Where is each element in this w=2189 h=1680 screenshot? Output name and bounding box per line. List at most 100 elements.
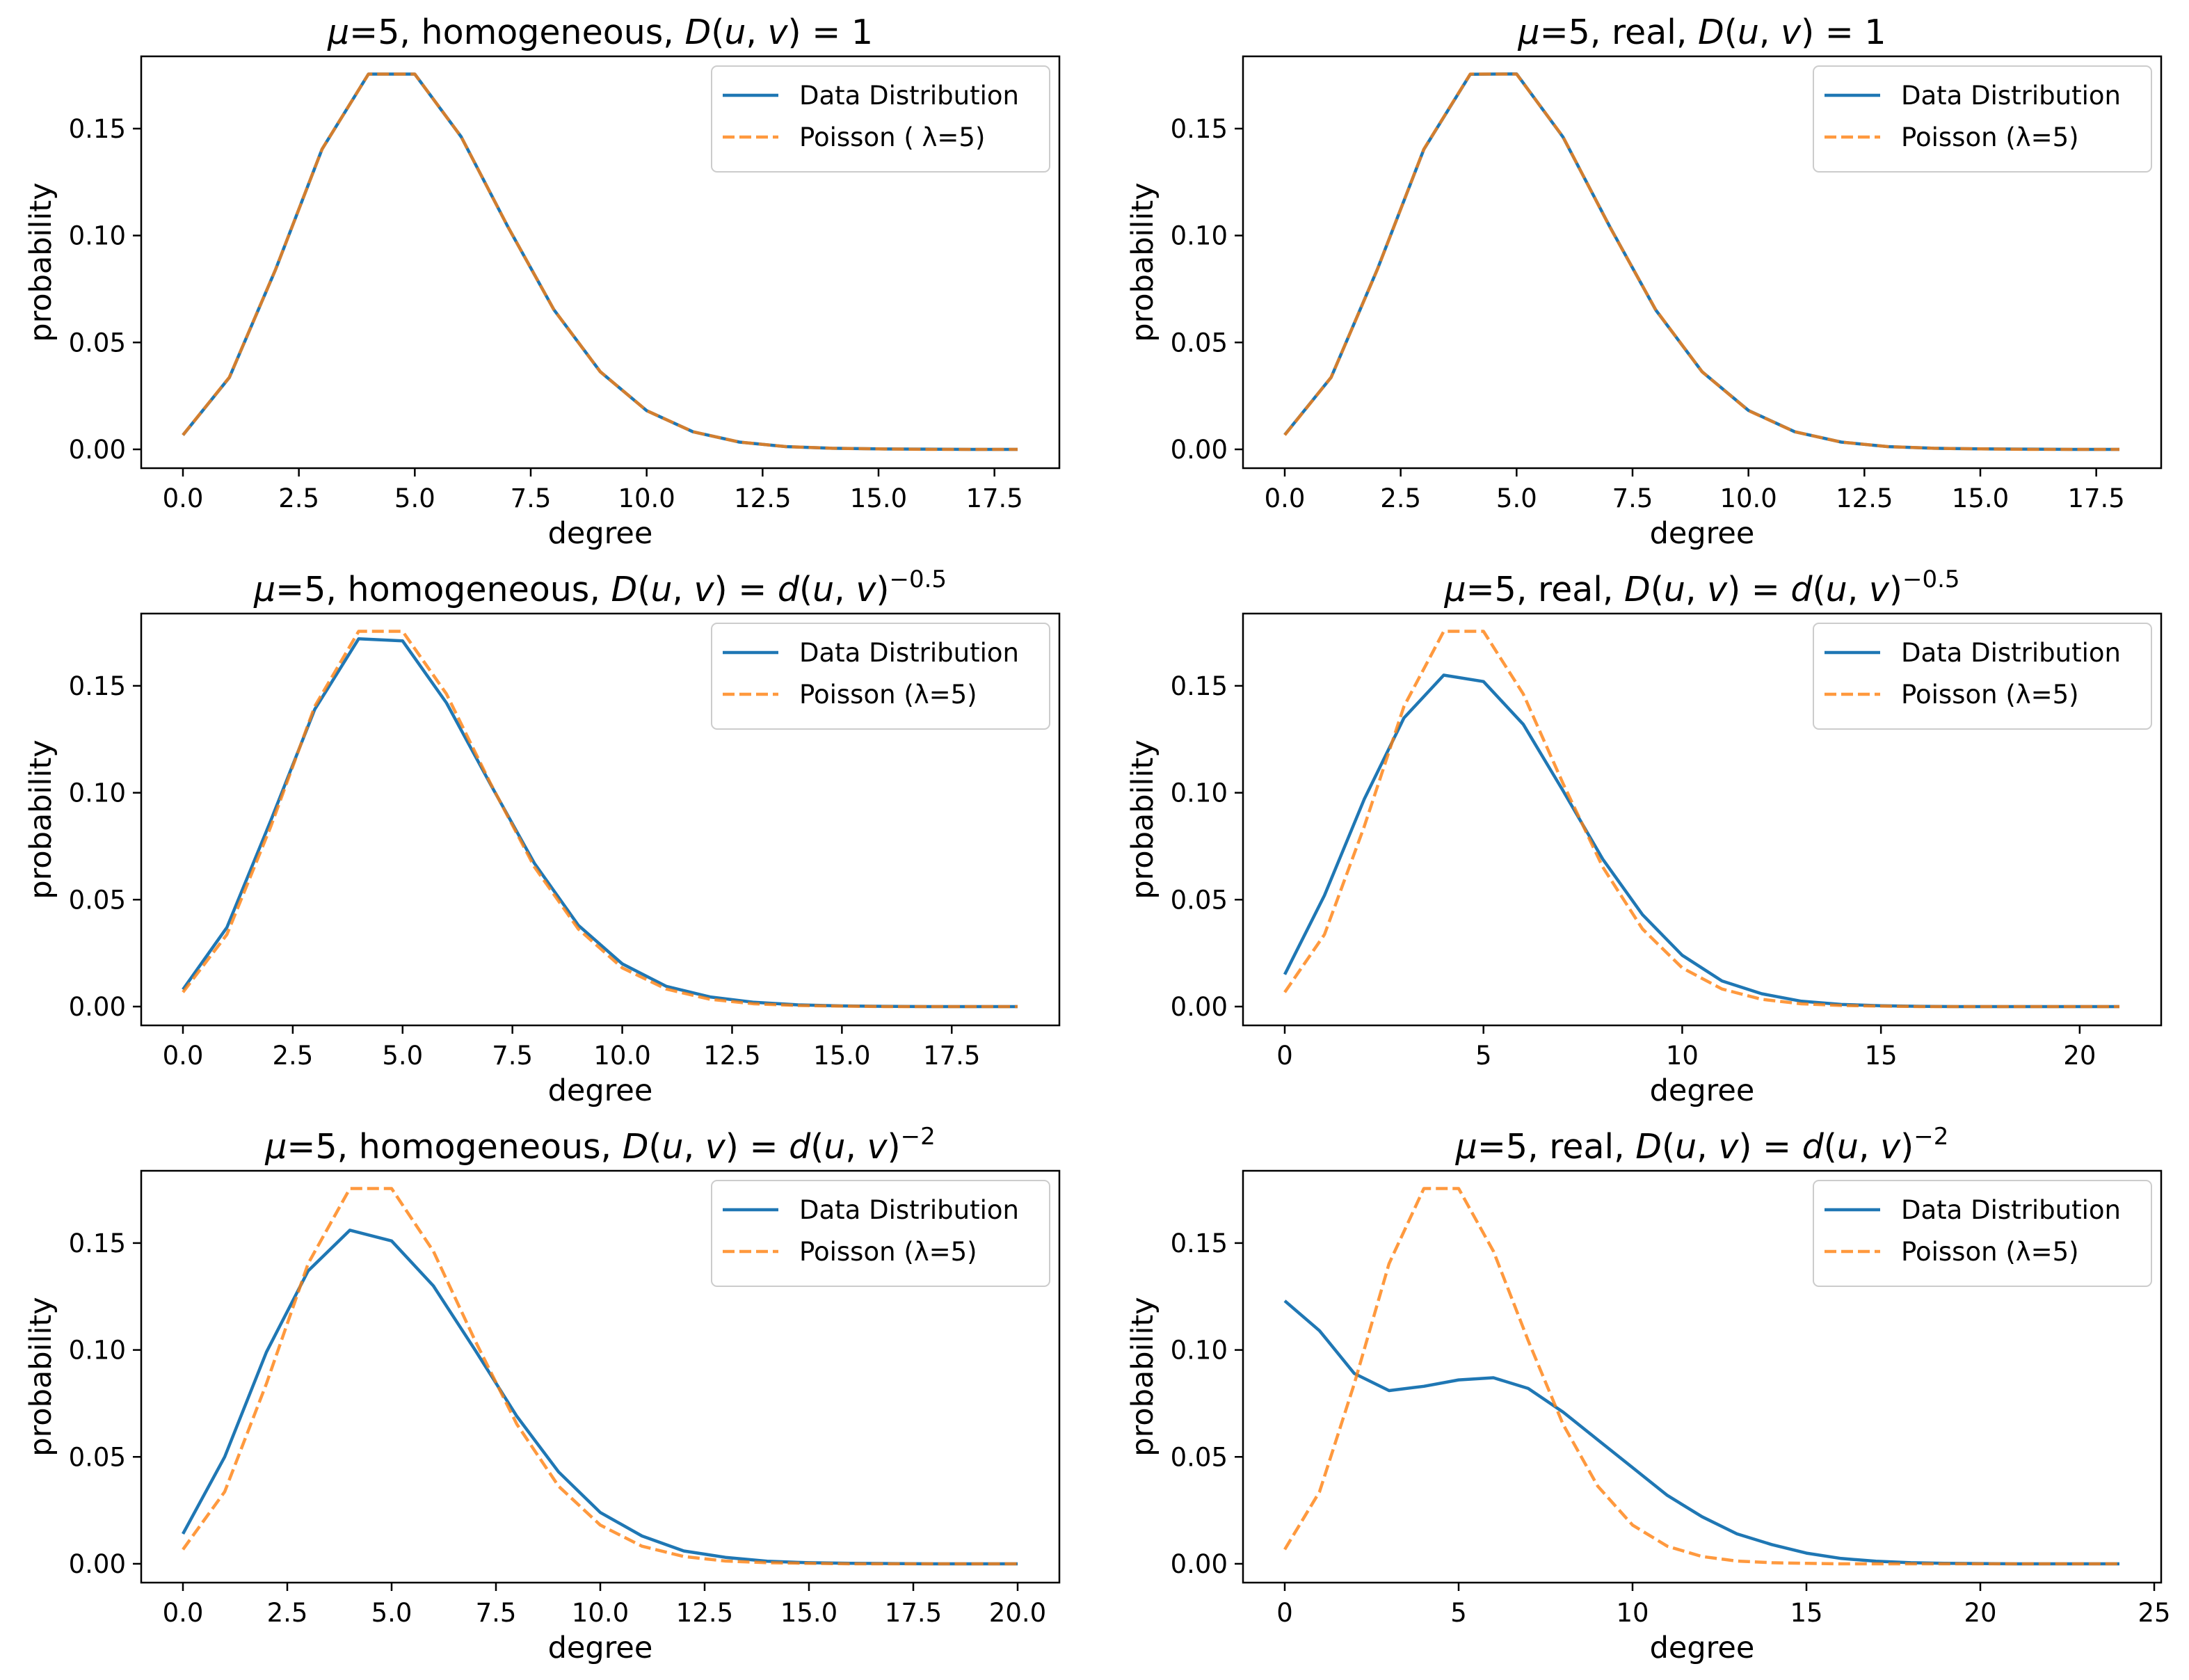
y-tick-label: 0.15 [1171, 671, 1228, 701]
title-part: d [778, 570, 800, 609]
x-tick-label: 10.0 [593, 1041, 650, 1071]
title-part: u [662, 1127, 684, 1167]
title-part: u [812, 570, 834, 609]
title-part: −0.5 [1902, 566, 1960, 593]
y-tick-label: 0.15 [69, 1229, 126, 1258]
y-tick-label: 0.05 [69, 328, 126, 358]
legend-label: Data Distribution [1901, 81, 2121, 111]
legend-label: Data Distribution [1901, 1195, 2121, 1225]
subplot-3: μ=5, homogeneous, D(u, v) = d(u, v)−0.50… [24, 566, 1061, 1108]
x-tick-label: 15.0 [1952, 483, 2009, 513]
x-tick-label: 0 [1276, 1041, 1293, 1071]
title-part: v [856, 570, 876, 609]
legend-label: Data Distribution [799, 1195, 1019, 1225]
title-part: ) [1900, 1127, 1914, 1167]
x-tick-label: 2.5 [272, 1041, 313, 1071]
title-part: ) = [1727, 570, 1790, 609]
series-line-poisson [182, 1187, 1018, 1566]
title-part: u [650, 570, 672, 609]
y-tick-label: 0.15 [1171, 114, 1228, 144]
title-part: u [1826, 570, 1847, 609]
x-tick-label: 15.0 [780, 1598, 837, 1628]
title-part: μ [1517, 13, 1539, 52]
title-part: d [1802, 1127, 1825, 1167]
title-part: u [1837, 1127, 1859, 1167]
title-part: , [834, 570, 856, 609]
title-part: =5, real, [1466, 570, 1624, 609]
plot-frame [140, 55, 1061, 470]
x-tick-label: 2.5 [267, 1598, 308, 1628]
title-part: ( [648, 1127, 661, 1167]
x-tick-label: 5.0 [371, 1598, 412, 1628]
title-part: ( [1813, 570, 1826, 609]
y-tick-label: 0.00 [69, 992, 126, 1022]
x-tick-label: 15 [1790, 1598, 1822, 1628]
x-tick-label: 7.5 [1612, 483, 1653, 513]
title-part: v [694, 570, 715, 609]
title-part: ( [1724, 13, 1738, 52]
title-part: , [1759, 13, 1781, 52]
title-part: μ [253, 570, 275, 609]
series-line-data-distribution [182, 637, 1018, 1009]
legend-label: Data Distribution [799, 638, 1019, 668]
title-part: v [1869, 570, 1890, 609]
title-part: , [672, 570, 693, 609]
legend-box [711, 65, 1050, 173]
x-axis-label: degree [1650, 1073, 1755, 1108]
title-part: ( [1824, 1127, 1837, 1167]
y-tick-label: 0.05 [1171, 885, 1228, 915]
x-tick-label: 15.0 [850, 483, 907, 513]
legend-label: Poisson (λ=5) [1901, 1237, 2079, 1267]
x-tick-label: 0.0 [163, 483, 204, 513]
x-tick-label: 17.5 [2067, 483, 2124, 513]
title-part: u [1664, 570, 1685, 609]
legend: Data Distribution Poisson (λ=5) [711, 623, 1050, 730]
title-part: =5, real, [1477, 1127, 1635, 1167]
legend-box [711, 623, 1050, 730]
y-tick-label: 0.15 [69, 671, 126, 701]
y-tick-label: 0.05 [69, 885, 126, 915]
title-part: v [1781, 13, 1802, 52]
x-axis-label: degree [548, 516, 653, 551]
legend: Data Distribution Poisson (λ=5) [711, 1180, 1050, 1287]
legend-box [711, 1180, 1050, 1287]
x-axis-label: degree [1650, 1631, 1755, 1665]
legend-box [1813, 623, 2152, 730]
title-part: ( [711, 13, 724, 52]
y-tick-label: 0.15 [69, 114, 126, 144]
series-line-poisson [1283, 630, 2119, 1009]
x-tick-label: 25 [2138, 1598, 2170, 1628]
title-part: D [1698, 13, 1724, 52]
title-part: , [845, 1127, 867, 1167]
x-axis-label: degree [548, 1073, 653, 1108]
title-part: , [1859, 1127, 1880, 1167]
title-part: v [1718, 1127, 1739, 1167]
y-axis-label: probability [1125, 739, 1160, 899]
y-tick-label: 0.10 [1171, 778, 1228, 808]
chart-title: μ=5, real, D(u, v) = d(u, v)−0.5 [1443, 566, 1959, 609]
title-part: , [1685, 570, 1707, 609]
title-part: u [1675, 1127, 1697, 1167]
y-tick-label: 0.15 [1171, 1229, 1228, 1258]
y-tick-label: 0.05 [1171, 1442, 1228, 1472]
x-tick-label: 0.0 [163, 1041, 204, 1071]
title-part: D [623, 1127, 649, 1167]
title-part: D [611, 570, 637, 609]
title-part: ) = [725, 1127, 789, 1167]
x-tick-label: 0.0 [1265, 483, 1306, 513]
y-axis-label: probability [1125, 182, 1160, 342]
x-axis-label: degree [548, 1631, 653, 1665]
plot-frame [140, 612, 1061, 1027]
x-tick-label: 7.5 [492, 1041, 533, 1071]
y-tick-label: 0.10 [69, 1336, 126, 1366]
title-part: =5, homogeneous, [287, 1127, 622, 1167]
x-tick-label: 2.5 [1380, 483, 1421, 513]
x-tick-label: 5.0 [1496, 483, 1537, 513]
y-tick-label: 0.00 [1171, 992, 1228, 1022]
title-part: =5, real, [1540, 13, 1698, 52]
title-part: μ [264, 1127, 287, 1167]
y-tick-label: 0.10 [69, 778, 126, 808]
title-part: ) [888, 1127, 901, 1167]
title-part: u [824, 1127, 845, 1167]
